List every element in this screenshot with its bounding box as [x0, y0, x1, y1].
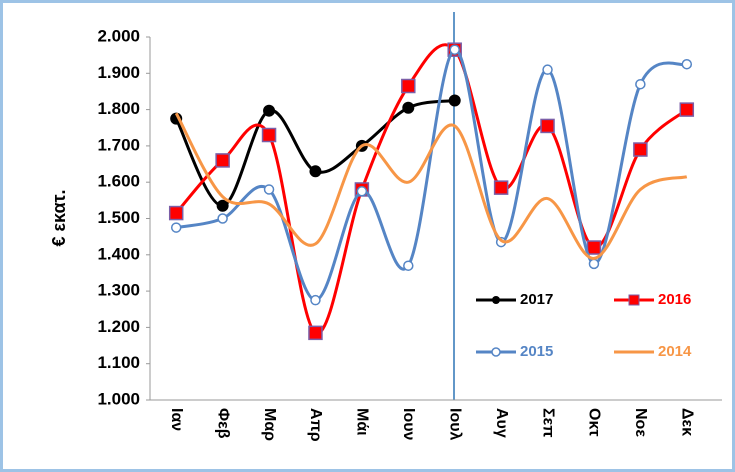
point [448, 94, 461, 107]
point [168, 205, 184, 221]
legend-marker [492, 296, 500, 304]
y-tick-label: 1.800 [97, 99, 140, 118]
point [356, 186, 368, 197]
y-tick-label: 1.100 [97, 353, 140, 372]
x-tick-label: Οκτ [586, 408, 603, 437]
point [261, 127, 277, 143]
x-tick-label: Ιουλ [446, 408, 463, 441]
y-tick-label: 1.000 [97, 389, 140, 408]
point [542, 64, 553, 75]
y-tick-label: 2.000 [97, 26, 140, 45]
point [310, 294, 321, 306]
x-tick-label: Μάι [354, 408, 371, 436]
x-tick-label: Δεκ [679, 408, 696, 436]
point [170, 222, 182, 233]
point [217, 213, 228, 224]
legend-label: 2017 [520, 291, 553, 308]
y-tick-label: 1.900 [97, 63, 140, 82]
x-tick-label: Αυγ [493, 408, 510, 438]
point [263, 184, 275, 195]
x-tick-label: Ιαν [168, 408, 185, 431]
point [401, 78, 416, 94]
x-tick-label: Σεπ [539, 408, 556, 437]
x-tick-label: Απρ [307, 408, 324, 442]
x-tick-label: Μαρ [261, 408, 278, 441]
y-tick-label: 1.300 [97, 281, 140, 300]
point [540, 118, 555, 134]
point [402, 101, 415, 114]
legend-label: 2015 [520, 343, 553, 360]
x-tick-label: Ιουν [400, 408, 417, 441]
point [588, 258, 600, 270]
legend-label: 2014 [658, 343, 692, 360]
point [493, 180, 509, 195]
y-tick-label: 1.600 [97, 172, 140, 191]
y-tick-label: 1.400 [97, 244, 140, 263]
legend-marker [628, 294, 640, 306]
x-tick-label: Νοε [632, 408, 649, 437]
point [403, 260, 414, 271]
y-tick-label: 1.700 [97, 135, 140, 154]
x-tick-label: Φεβ [214, 408, 231, 439]
y-axis-title: € εκατ. [49, 189, 69, 246]
point [681, 58, 693, 70]
point [216, 199, 229, 212]
y-tick-label: 1.500 [97, 208, 140, 227]
point [449, 44, 460, 55]
point [633, 142, 648, 157]
point [215, 153, 230, 168]
point [309, 165, 322, 178]
legend-label: 2016 [658, 291, 691, 308]
point [586, 240, 602, 255]
y-tick-label: 1.200 [97, 317, 140, 336]
point [308, 325, 323, 341]
point [635, 78, 646, 90]
series-line [174, 112, 688, 260]
point [263, 104, 276, 117]
point [679, 102, 695, 117]
legend-marker [491, 347, 501, 357]
